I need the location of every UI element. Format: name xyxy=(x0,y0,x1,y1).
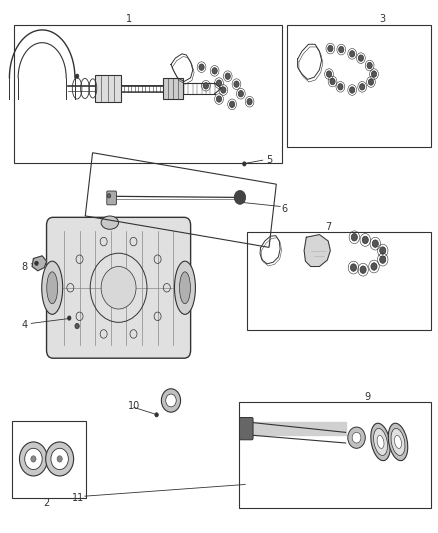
Text: 9: 9 xyxy=(364,392,371,402)
Text: 7: 7 xyxy=(325,222,331,232)
Circle shape xyxy=(371,71,377,77)
Circle shape xyxy=(234,81,239,87)
Ellipse shape xyxy=(101,266,136,309)
Circle shape xyxy=(161,389,180,412)
Circle shape xyxy=(350,51,355,57)
Circle shape xyxy=(75,74,79,78)
Circle shape xyxy=(107,193,111,198)
Ellipse shape xyxy=(371,423,390,461)
Circle shape xyxy=(368,79,374,85)
Circle shape xyxy=(350,264,357,271)
Ellipse shape xyxy=(42,261,63,314)
Circle shape xyxy=(199,64,204,70)
Circle shape xyxy=(339,46,344,53)
Circle shape xyxy=(351,233,357,241)
Circle shape xyxy=(380,256,386,263)
Bar xyxy=(95,75,121,102)
Circle shape xyxy=(372,240,378,247)
Ellipse shape xyxy=(395,435,402,448)
Circle shape xyxy=(155,413,158,417)
Circle shape xyxy=(247,99,252,105)
Circle shape xyxy=(360,266,366,273)
Ellipse shape xyxy=(47,272,58,304)
Circle shape xyxy=(326,71,332,77)
Text: 1: 1 xyxy=(127,14,133,25)
Text: 6: 6 xyxy=(282,204,288,214)
Circle shape xyxy=(330,78,335,85)
Circle shape xyxy=(51,448,68,470)
Circle shape xyxy=(243,162,246,166)
Circle shape xyxy=(380,247,386,254)
Ellipse shape xyxy=(174,261,195,314)
Bar xyxy=(14,25,283,163)
Circle shape xyxy=(371,263,377,270)
Circle shape xyxy=(46,442,74,476)
FancyBboxPatch shape xyxy=(240,417,253,440)
Ellipse shape xyxy=(180,272,191,304)
Text: 11: 11 xyxy=(72,492,85,503)
Circle shape xyxy=(352,432,361,443)
Circle shape xyxy=(358,55,364,61)
Circle shape xyxy=(350,87,355,93)
Circle shape xyxy=(25,448,42,470)
Circle shape xyxy=(35,261,38,265)
Text: 10: 10 xyxy=(128,401,140,411)
Circle shape xyxy=(367,62,372,69)
Bar xyxy=(163,78,183,99)
Circle shape xyxy=(212,68,217,74)
Circle shape xyxy=(238,91,244,97)
Circle shape xyxy=(216,96,222,102)
Ellipse shape xyxy=(388,423,408,461)
Circle shape xyxy=(338,84,343,90)
Circle shape xyxy=(203,83,208,89)
Circle shape xyxy=(67,316,71,320)
Circle shape xyxy=(31,456,36,462)
Bar xyxy=(287,25,431,147)
Circle shape xyxy=(216,80,222,86)
Circle shape xyxy=(230,101,235,108)
Circle shape xyxy=(19,442,47,476)
Ellipse shape xyxy=(377,435,384,448)
Circle shape xyxy=(360,84,365,90)
Ellipse shape xyxy=(391,429,405,455)
FancyBboxPatch shape xyxy=(107,191,117,205)
Circle shape xyxy=(234,190,246,204)
Bar xyxy=(239,402,431,508)
Ellipse shape xyxy=(374,429,388,455)
Circle shape xyxy=(221,87,226,93)
Text: 5: 5 xyxy=(266,155,272,165)
Circle shape xyxy=(362,236,368,244)
Circle shape xyxy=(225,73,230,79)
Text: 4: 4 xyxy=(21,320,28,330)
Circle shape xyxy=(348,427,365,448)
FancyBboxPatch shape xyxy=(46,217,191,358)
Circle shape xyxy=(75,324,79,329)
Ellipse shape xyxy=(101,216,119,229)
Text: 8: 8 xyxy=(21,262,28,271)
Circle shape xyxy=(328,45,333,52)
Text: 2: 2 xyxy=(43,498,49,508)
Text: 3: 3 xyxy=(380,14,386,25)
Bar xyxy=(12,421,86,498)
Bar xyxy=(247,232,431,330)
Circle shape xyxy=(57,456,62,462)
Polygon shape xyxy=(32,256,46,271)
Polygon shape xyxy=(304,235,330,266)
Circle shape xyxy=(166,394,176,407)
